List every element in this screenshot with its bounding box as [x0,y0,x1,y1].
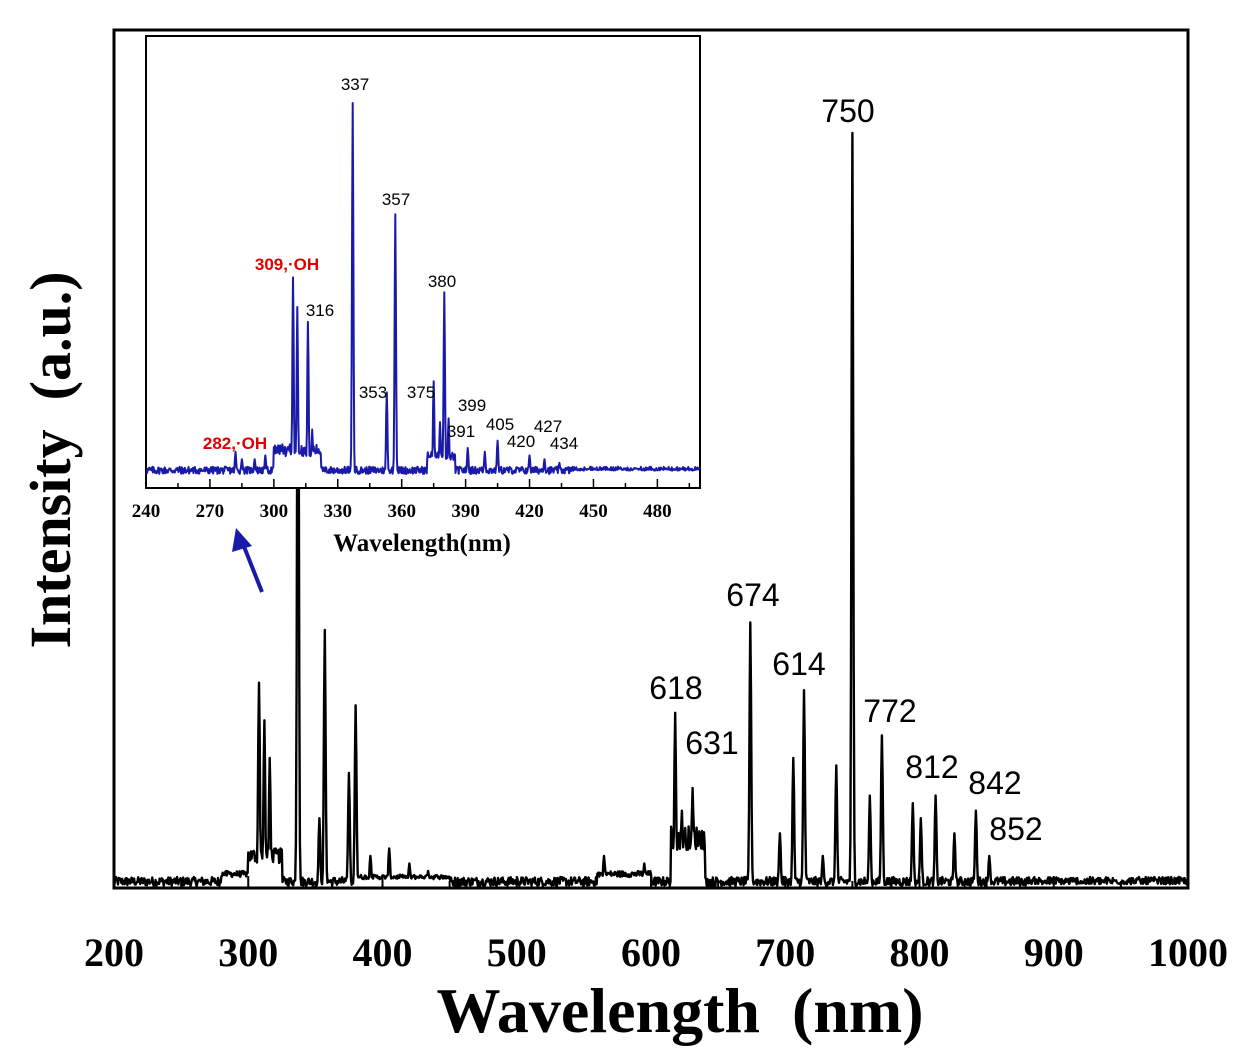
main-peak-label: 618 [649,670,702,706]
inset-peak-label: 391 [447,422,475,441]
inset-x-tick-label: 390 [451,501,480,522]
inset-background [146,36,700,488]
inset-peak-label: 357 [382,190,410,209]
main-x-tick-label: 800 [890,930,950,975]
main-peak-label: 750 [821,93,874,129]
main-peak-label: 852 [989,811,1042,847]
inset-x-tick-label: 300 [260,501,289,522]
inset-peak-label: 427 [534,417,562,436]
main-x-axis-label: Wavelength (nm) [436,975,923,1046]
inset-x-tick-label: 420 [515,501,544,522]
main-peak-label: 614 [772,646,825,682]
inset-x-tick-label: 360 [387,501,416,522]
main-x-tick-label: 1000 [1148,930,1228,975]
main-x-tick-label: 300 [218,930,278,975]
main-peak-label: 631 [685,725,738,761]
main-peak-label: 812 [905,749,958,785]
inset-plot-frame [145,35,701,489]
main-x-tick-label: 500 [487,930,547,975]
main-spectrum-line [112,131,1190,888]
main-x-tick-label: 200 [84,930,144,975]
inset-peak-label: 405 [486,415,514,434]
inset-x-tick-label: 240 [132,501,161,522]
main-peak-label: 842 [968,765,1021,801]
inset-x-tick-label: 450 [579,501,608,522]
inset-peak-label: 434 [550,434,578,453]
inset-x-tick-label: 270 [196,501,225,522]
inset-peak-label: 309,·OH [255,255,319,274]
main-y-axis-label: Intensity (a.u.) [18,271,83,648]
main-x-tick-label: 700 [755,930,815,975]
inset-spectrum-line [145,102,701,475]
main-x-tick-label: 400 [353,930,413,975]
inset-x-axis-label: Wavelength(nm) [333,530,511,557]
inset-x-tick-label: 480 [643,501,672,522]
inset-peak-label: 380 [428,272,456,291]
inset-pointer-arrow [232,528,264,593]
main-peak-label: 772 [863,693,916,729]
inset-peak-label: 399 [458,396,486,415]
main-x-tick-label: 600 [621,930,681,975]
inset-peak-label: 282,·OH [203,434,267,453]
inset-peak-label: 337 [341,75,369,94]
main-x-tick-label: 900 [1024,930,1084,975]
inset-x-tick-label: 330 [324,501,353,522]
inset-peak-label: 375 [407,383,435,402]
inset-peak-label: 316 [306,301,334,320]
inset-peak-label: 353 [359,383,387,402]
main-peak-label: 674 [726,577,779,613]
inset-peak-label: 420 [507,432,535,451]
